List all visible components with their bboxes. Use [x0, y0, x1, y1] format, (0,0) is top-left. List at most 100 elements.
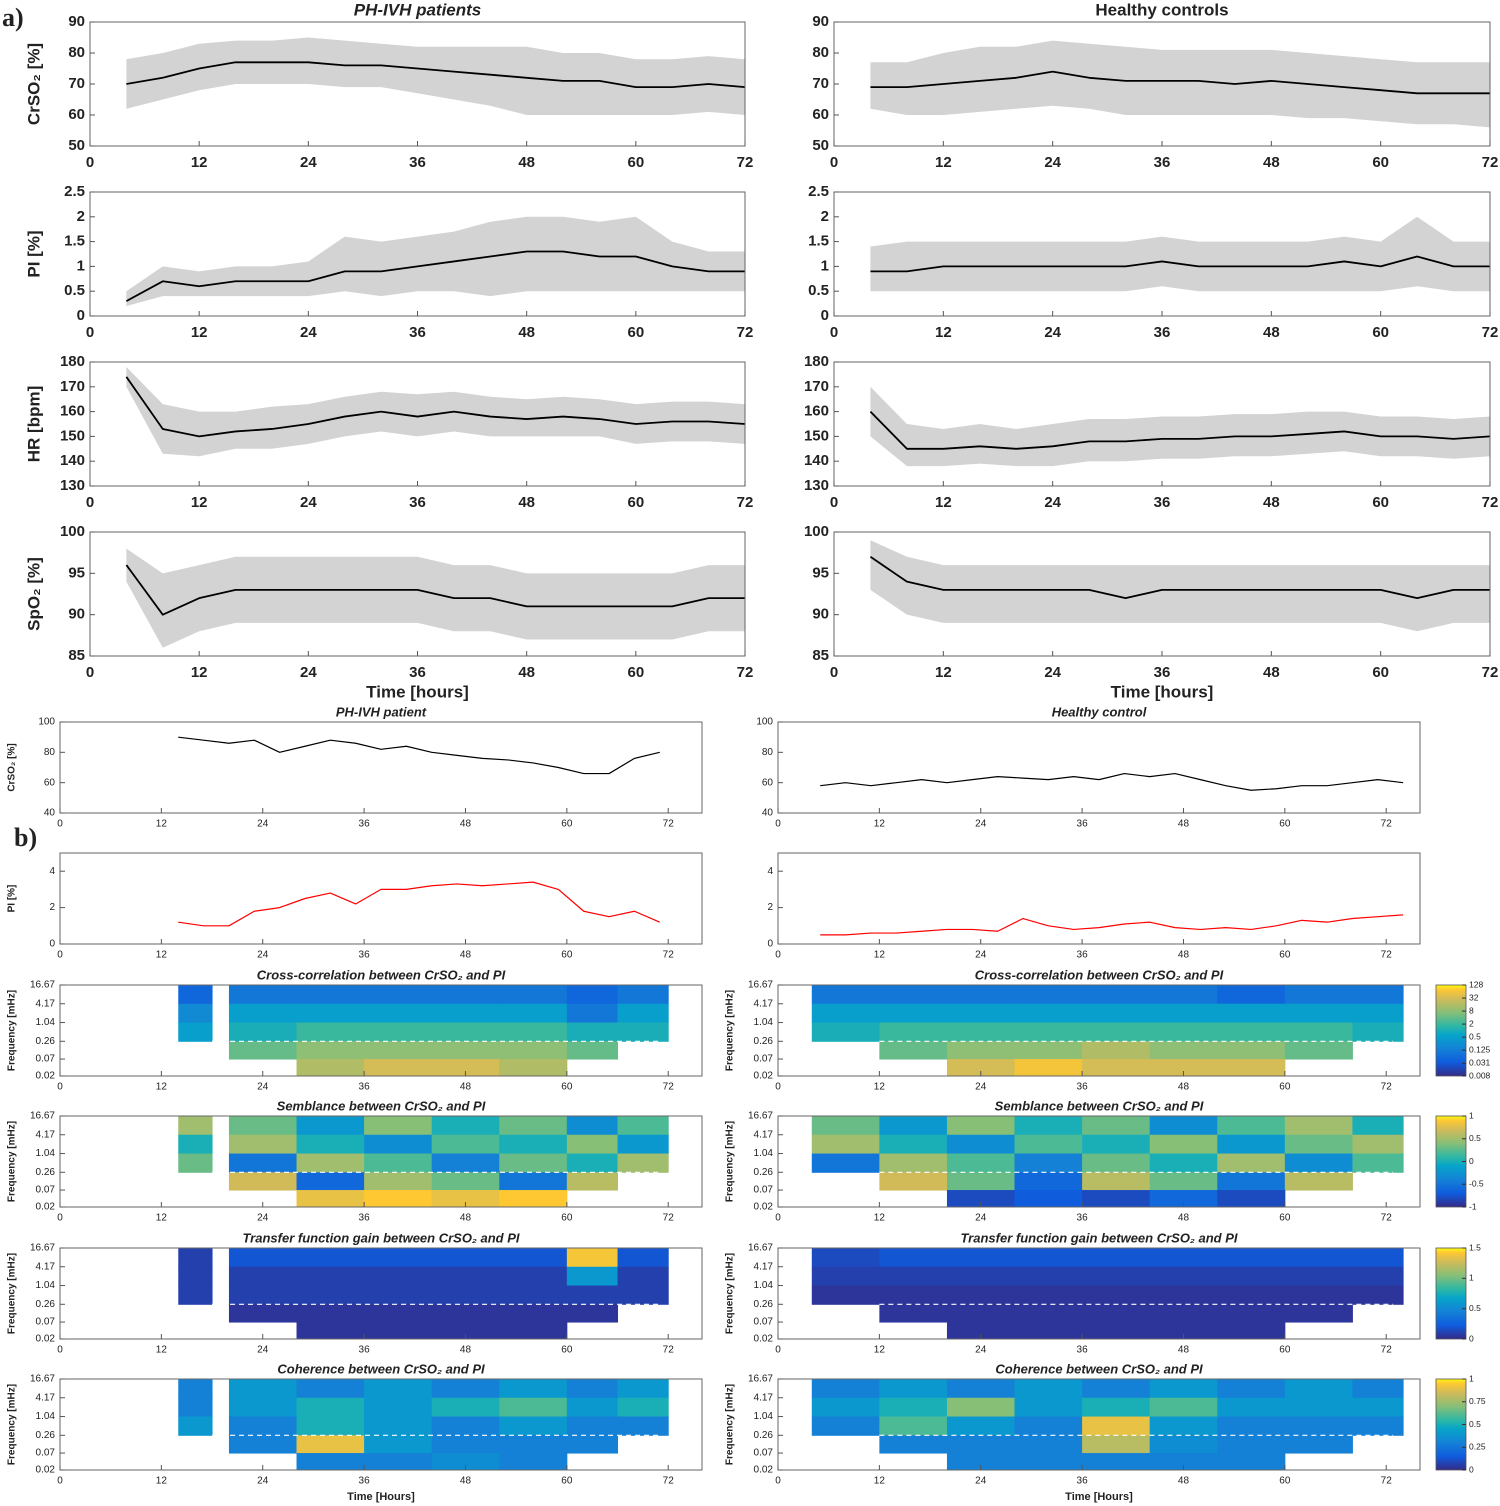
heatmap-cell	[1082, 1190, 1151, 1208]
heatmap-cell	[1082, 1134, 1151, 1155]
y-axis-label: PI [%]	[7, 885, 18, 913]
heatmap-cell	[296, 1416, 365, 1436]
heatmap-cell	[1284, 1266, 1353, 1287]
heatmap-cell	[617, 1416, 669, 1436]
y-tick-label: 80	[762, 747, 774, 758]
y-tick-label: 60	[762, 777, 774, 788]
heatmap-cell	[296, 1153, 365, 1173]
x-tick-label: 72	[737, 494, 754, 511]
heatmap-cell	[1082, 1322, 1151, 1340]
x-tick-label: 60	[561, 1213, 573, 1224]
heatmap-cell	[499, 1153, 568, 1173]
chart-title: Coherence between CrSO₂ and PI	[995, 1361, 1203, 1376]
x-tick-label: 36	[1077, 1476, 1089, 1487]
heatmap-cell	[946, 1322, 1016, 1340]
y-axis-label: HR [bpm]	[24, 386, 43, 462]
y-tick-label: 4	[49, 866, 55, 877]
heatmap-cell	[364, 1041, 433, 1060]
x-tick-label: 24	[257, 1213, 269, 1224]
heatmap-cell	[364, 1322, 433, 1340]
heatmap-cell	[1284, 1379, 1353, 1399]
heatmap-cell	[228, 1022, 298, 1042]
y-tick-label: 16.67	[748, 1374, 773, 1385]
heatmap-cell	[811, 1134, 880, 1155]
x-tick-label: 36	[409, 324, 426, 341]
colorbar-label: 0.008	[1469, 1070, 1491, 1080]
y-tick-label: 0.02	[754, 1334, 774, 1345]
axes-frame	[59, 852, 703, 945]
heatmap-cell	[811, 1285, 880, 1305]
heatmap-cell	[499, 1435, 568, 1454]
heatmap-cell	[499, 1397, 568, 1418]
line	[178, 736, 660, 775]
heatmap-cell	[364, 1304, 433, 1323]
x-tick-label: 0	[830, 154, 838, 171]
heatmap-cell	[1284, 1285, 1353, 1305]
heatmap-cell	[811, 1022, 880, 1042]
x-tick-label: 24	[300, 664, 317, 681]
x-tick-label: 12	[156, 1213, 168, 1224]
x-tick-label: 60	[1279, 1476, 1291, 1487]
chart-title: Transfer function gain between CrSO₂ and…	[242, 1230, 519, 1245]
x-axis-label: Time [hours]	[366, 682, 469, 701]
y-tick-label: 4.17	[36, 1129, 56, 1140]
y-tick-label: 0.07	[754, 1054, 774, 1065]
heatmap-cell	[1014, 1248, 1083, 1268]
heatmap-cell	[364, 1059, 433, 1077]
heatmap-cell	[296, 1134, 365, 1155]
heatmap-cell	[431, 985, 500, 1005]
x-tick-label: 12	[874, 1476, 886, 1487]
x-tick-label: 24	[257, 950, 269, 961]
y-tick-label: 2	[77, 208, 85, 225]
x-tick-label: 60	[1372, 494, 1389, 511]
colorbar-label: 1	[1469, 1273, 1474, 1283]
heatmap-cell	[879, 1248, 948, 1268]
heatmap-cell	[617, 1153, 669, 1173]
heatmap-cell	[617, 985, 669, 1005]
band	[126, 37, 745, 115]
x-tick-label: 12	[156, 1345, 168, 1356]
line	[820, 914, 1404, 936]
x-tick-label: 24	[300, 154, 317, 171]
y-tick-label: 80	[68, 44, 85, 61]
x-tick-label: 12	[874, 1345, 886, 1356]
x-tick-label: 72	[1482, 494, 1499, 511]
heatmap-cell	[431, 1285, 500, 1305]
heatmap-cell	[617, 1248, 669, 1268]
heatmap-cell	[1284, 1304, 1353, 1323]
heatmap-cell	[1284, 1003, 1353, 1024]
heatmap-cell	[1014, 1041, 1083, 1060]
heatmap-cell	[617, 1397, 669, 1418]
x-tick-label: 60	[1372, 664, 1389, 681]
x-tick-label: 36	[409, 664, 426, 681]
heatmap-cell	[364, 1285, 433, 1305]
heatmap-cell	[1149, 1059, 1218, 1077]
y-tick-label: 0	[821, 307, 829, 324]
x-tick-label: 0	[57, 1082, 63, 1093]
line	[125, 376, 746, 438]
heatmap-cell	[946, 1397, 1016, 1418]
x-tick-label: 0	[830, 494, 838, 511]
heatmap-cell	[1082, 1285, 1151, 1305]
heatmap-cell	[566, 1022, 619, 1042]
y-axis-label: Frequency [mHz]	[7, 990, 18, 1071]
x-tick-label: 0	[86, 324, 94, 341]
colorbar-label: 0.75	[1469, 1396, 1486, 1406]
x-tick-label: 36	[1077, 1213, 1089, 1224]
heatmap-cell	[296, 1453, 365, 1471]
colorbar-label: 0.5	[1469, 1419, 1481, 1429]
y-tick-label: 4.17	[754, 1261, 774, 1272]
x-tick-label: 24	[1044, 664, 1061, 681]
heatmap-cell	[566, 1435, 619, 1454]
x-tick-label: 36	[1154, 324, 1171, 341]
heatmap-cell	[296, 1435, 365, 1454]
y-tick-label: 95	[812, 564, 829, 581]
heatmap-cell	[566, 1379, 619, 1399]
heatmap-cell	[1014, 1116, 1083, 1136]
x-tick-label: 0	[775, 950, 781, 961]
x-tick-label: 24	[975, 1213, 987, 1224]
heatmap-cell	[228, 1172, 298, 1191]
heatmap-cell	[566, 1266, 619, 1287]
y-tick-label: 2	[767, 902, 773, 913]
heatmap-cell	[1217, 1304, 1286, 1323]
